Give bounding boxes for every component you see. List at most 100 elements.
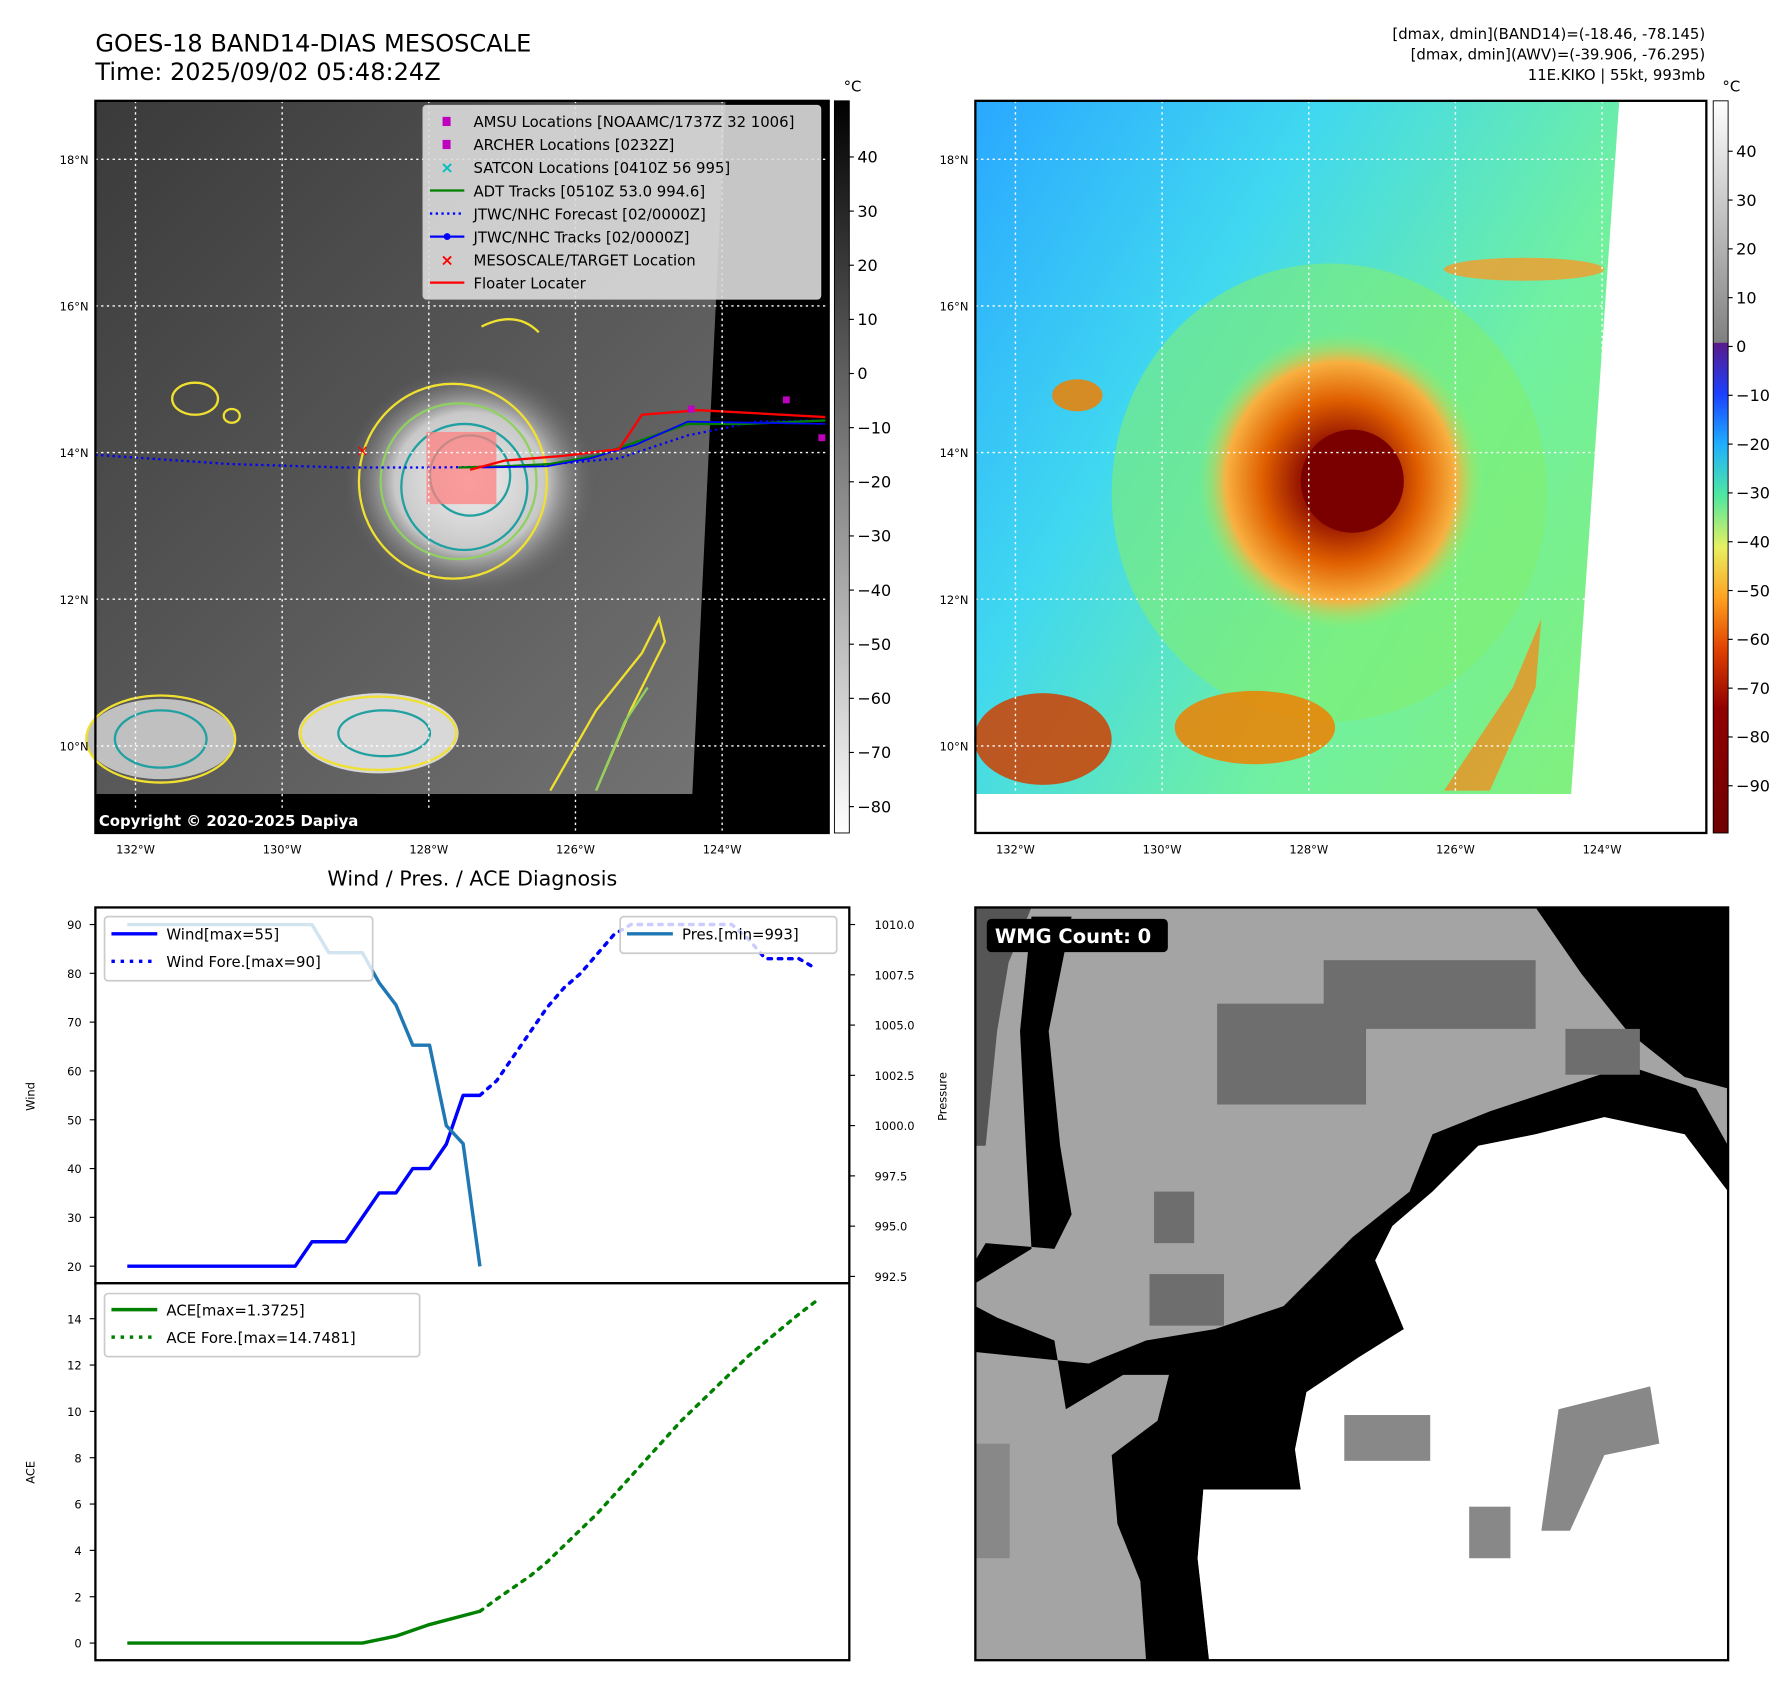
lon-label: 130°W bbox=[1143, 843, 1182, 857]
colorbar-tick-label: −60 bbox=[857, 689, 891, 708]
lon-label: 132°W bbox=[116, 843, 155, 857]
wmg-gray-patch bbox=[975, 1443, 1010, 1559]
y-tick-label: 70 bbox=[67, 1016, 82, 1030]
colorbar-tick-label: 20 bbox=[857, 256, 877, 275]
pressure-ylabel: Pressure bbox=[936, 1072, 950, 1121]
ace-legend: ACE[max=1.3725] ACE Fore.[max=14.7481] bbox=[103, 1292, 421, 1358]
pressure-legend: Pres.[min=993] bbox=[619, 915, 838, 955]
target-location-marker: × bbox=[356, 441, 369, 460]
wmg-gray-patch bbox=[1469, 1506, 1511, 1559]
ir-colorbar-unit: °C bbox=[844, 78, 862, 96]
cloud-cluster bbox=[1052, 379, 1103, 412]
ir-map-frame bbox=[94, 99, 830, 835]
wmg-gray-patch bbox=[1565, 1028, 1640, 1075]
colorbar-tick-label: −60 bbox=[1736, 630, 1770, 649]
colorbar-tick-label: 0 bbox=[857, 364, 867, 383]
cloud-cluster bbox=[86, 698, 236, 780]
legend-box bbox=[422, 104, 822, 300]
lon-label: 130°W bbox=[263, 843, 302, 857]
lat-label: 12°N bbox=[60, 593, 89, 607]
y-tick-label: 14 bbox=[67, 1312, 82, 1326]
archer-marker bbox=[782, 396, 790, 404]
ace-ylabel: ACE bbox=[24, 1461, 38, 1484]
y-tick-label: 50 bbox=[67, 1113, 82, 1127]
cloud-cluster bbox=[298, 693, 459, 774]
color-colorbar-unit: °C bbox=[1722, 78, 1740, 96]
colorbar-tick-label: −70 bbox=[857, 743, 891, 762]
y-tick-label: 4 bbox=[74, 1544, 81, 1558]
colorbar-tick-label: 10 bbox=[1736, 288, 1756, 307]
storm-core bbox=[1300, 429, 1404, 533]
copyright-box bbox=[95, 808, 436, 833]
legend-item-label: ARCHER Locations [0232Z] bbox=[474, 136, 675, 154]
wmg-frame bbox=[974, 906, 1730, 1662]
legend-box bbox=[619, 915, 838, 955]
colorbar-tick-label: −10 bbox=[1736, 386, 1770, 405]
ir-map-panel: × Copyright © 2020-2025 Dapiya AMSU Loca… bbox=[60, 78, 891, 857]
color-map-gridlines bbox=[975, 100, 1707, 833]
y2-tick-label: 1005.0 bbox=[875, 1019, 915, 1033]
lat-label: 14°N bbox=[60, 446, 89, 460]
legend-box bbox=[103, 1292, 421, 1358]
wind-legend: Wind[max=55] Wind Fore.[max=90] bbox=[103, 915, 374, 982]
colorbar-tick-label: −30 bbox=[1736, 484, 1770, 503]
legend-box bbox=[103, 915, 374, 982]
diagnosis-title: Wind / Pres. / ACE Diagnosis bbox=[327, 867, 617, 891]
wmg-count-box bbox=[986, 918, 1168, 953]
wmg-black-band bbox=[975, 916, 1729, 1661]
lat-label: 16°N bbox=[60, 300, 89, 314]
colorbar-tick-label: 10 bbox=[857, 310, 877, 329]
wmg-gray-patch bbox=[1149, 1274, 1224, 1326]
y-tick-label: 6 bbox=[74, 1498, 81, 1512]
y-tick-label: 20 bbox=[67, 1260, 82, 1274]
x-marker-icon: × bbox=[440, 158, 453, 177]
legend-item-label: Floater Locater bbox=[474, 274, 587, 292]
y2-tick-label: 995.0 bbox=[875, 1220, 908, 1234]
series-line-wind bbox=[127, 1093, 480, 1268]
copyright-text: Copyright © 2020-2025 Dapiya bbox=[99, 812, 359, 830]
wind-pressure-axes: 20 30 40 50 60 70 80 90 992.5 995.0 997.5 1000.0 100… bbox=[24, 906, 950, 1285]
colorbar-tick-label: 30 bbox=[1736, 191, 1756, 210]
cloud-cluster bbox=[1174, 690, 1336, 765]
wmg-gray-patch bbox=[1541, 1386, 1660, 1531]
colorbar-tick-label: −80 bbox=[1736, 728, 1770, 747]
band14-stats: [dmax, dmin](BAND14)=(-18.46, -78.145) bbox=[1392, 25, 1705, 43]
legend-item-label: ADT Tracks [0510Z 53.0 994.6] bbox=[474, 182, 706, 200]
y-tick-label: 12 bbox=[67, 1359, 82, 1373]
wind-legend-label: Wind[max=55] bbox=[166, 926, 279, 944]
color-map-frame bbox=[974, 99, 1708, 835]
wmg-gray-patch bbox=[1154, 1191, 1195, 1244]
wmg-panel: WMG Count: 0 bbox=[974, 906, 1730, 1662]
colorbar-tick-label: −90 bbox=[1736, 776, 1770, 795]
colorbar-tick-label: −20 bbox=[857, 473, 891, 492]
lat-label: 14°N bbox=[940, 446, 969, 460]
cloud-cluster bbox=[974, 693, 1112, 785]
x-marker-icon: × bbox=[440, 250, 453, 269]
y-tick-label: 2 bbox=[74, 1590, 81, 1604]
archer-marker bbox=[818, 434, 826, 442]
y2-tick-label: 1007.5 bbox=[875, 968, 915, 982]
y2-tick-label: 1000.0 bbox=[875, 1119, 915, 1133]
y-tick-label: 10 bbox=[67, 1405, 82, 1419]
color-map-panel: 18°N 16°N 14°N 12°N 10°N 132°W 130°W 128°W 126°W… bbox=[940, 78, 1770, 857]
y-tick-label: 40 bbox=[67, 1162, 82, 1176]
ace-axes: 0 2 4 6 8 10 12 14 ACE ACE[max=1.3725] ACE Fore… bbox=[24, 1282, 851, 1662]
legend-item-label: JTWC/NHC Forecast [02/0000Z] bbox=[473, 205, 706, 223]
colorbar-tick-label: −40 bbox=[1736, 532, 1770, 551]
awv-stats: [dmax, dmin](AWV)=(-39.906, -76.295) bbox=[1411, 46, 1706, 64]
cloud-band bbox=[1443, 618, 1542, 791]
lat-label: 16°N bbox=[940, 300, 969, 314]
ir-colorbar bbox=[833, 100, 850, 834]
ace-forecast-legend-label: ACE Fore.[max=14.7481] bbox=[166, 1329, 355, 1347]
y-tick-label: 60 bbox=[67, 1065, 82, 1079]
y-tick-label: 8 bbox=[74, 1451, 81, 1465]
colorbar-tick-label: −40 bbox=[857, 581, 891, 600]
lat-label: 18°N bbox=[60, 153, 89, 167]
colorbar-tick-label: 0 bbox=[1736, 337, 1746, 356]
y-tick-label: 30 bbox=[67, 1211, 82, 1225]
lat-label: 12°N bbox=[940, 593, 969, 607]
colorbar-tick-label: −50 bbox=[1736, 581, 1770, 600]
lat-label: 18°N bbox=[940, 153, 969, 167]
lon-label: 126°W bbox=[556, 843, 595, 857]
legend-item-label: AMSU Locations [NOAAMC/1737Z 32 1006] bbox=[474, 113, 795, 131]
